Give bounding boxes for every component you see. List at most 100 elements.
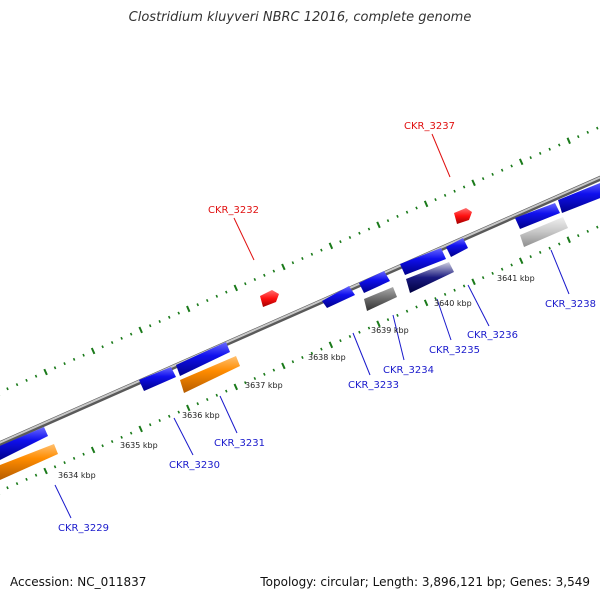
tick-mark bbox=[471, 278, 476, 286]
tick-mark bbox=[376, 320, 381, 328]
tick-mark bbox=[233, 284, 239, 292]
tick-mark bbox=[328, 341, 334, 349]
tick-mark bbox=[120, 435, 123, 439]
tick-mark bbox=[462, 284, 466, 288]
tick-mark bbox=[101, 345, 104, 349]
tick-mark bbox=[415, 305, 418, 309]
tick-mark bbox=[367, 326, 371, 330]
tick-mark bbox=[43, 368, 48, 376]
tick-mark bbox=[596, 126, 599, 130]
tick-mark bbox=[557, 242, 561, 246]
tick-mark bbox=[205, 298, 209, 303]
gene-ckr-3236[interactable] bbox=[446, 238, 468, 257]
tick-mark bbox=[186, 305, 191, 313]
scale-label: 3641 kbp bbox=[497, 274, 535, 283]
tick-mark bbox=[148, 423, 152, 427]
tick-mark bbox=[101, 444, 104, 448]
gene-ckr-3229-blue[interactable] bbox=[0, 427, 48, 460]
tick-mark bbox=[339, 240, 342, 244]
tick-mark bbox=[328, 242, 334, 250]
gene-ckr-3235-blue[interactable] bbox=[400, 248, 446, 275]
tick-mark bbox=[358, 231, 361, 235]
tick-mark bbox=[215, 294, 219, 298]
scale-label: 3637 kbp bbox=[245, 381, 283, 390]
tick-mark bbox=[491, 271, 494, 275]
gene-ckr-3233[interactable] bbox=[322, 286, 355, 308]
tick-mark bbox=[500, 267, 504, 271]
tick-mark bbox=[386, 318, 390, 322]
tick-mark bbox=[110, 341, 114, 345]
tick-mark bbox=[25, 378, 28, 382]
gene-labels: CKR_3229 CKR_3230 CKR_3231 CKR_3233 CKR_… bbox=[58, 121, 596, 534]
tick-mark bbox=[205, 397, 209, 402]
tick-mark bbox=[253, 376, 257, 381]
feature-ckr-3232[interactable] bbox=[260, 290, 279, 307]
tick-mark bbox=[538, 250, 542, 254]
scale-label: 3638 kbp bbox=[308, 353, 346, 362]
tick-mark bbox=[518, 158, 524, 166]
tick-mark bbox=[120, 336, 123, 340]
tick-mark bbox=[453, 288, 456, 292]
tick-mark bbox=[291, 261, 295, 265]
scale-label: 3636 kbp bbox=[182, 411, 220, 420]
tick-mark bbox=[63, 362, 66, 366]
gene-label-ckr-3236[interactable]: CKR_3236 bbox=[467, 330, 518, 341]
leader-lines bbox=[54, 133, 570, 519]
gene-label-ckr-3238[interactable]: CKR_3238 bbox=[545, 299, 596, 310]
tick-mark bbox=[434, 297, 437, 301]
tick-mark bbox=[244, 381, 247, 385]
tick-mark bbox=[90, 446, 96, 454]
tick-mark bbox=[215, 393, 219, 397]
feature-label-ckr-3232[interactable]: CKR_3232 bbox=[208, 205, 259, 216]
gene-ckr-3231-orange[interactable] bbox=[180, 356, 240, 393]
scale-label: 3639 kbp bbox=[371, 326, 409, 335]
gene-label-ckr-3234[interactable]: CKR_3234 bbox=[383, 365, 434, 376]
tick-mark bbox=[348, 235, 352, 239]
tick-mark bbox=[518, 257, 524, 265]
gene-ckr-3230[interactable] bbox=[139, 367, 176, 391]
tick-mark bbox=[244, 282, 247, 286]
gene-ckr-3238-lightgray[interactable] bbox=[520, 217, 568, 247]
tick-mark bbox=[253, 277, 257, 282]
tick-mark bbox=[566, 236, 571, 244]
feature-ckr-3237[interactable] bbox=[454, 208, 472, 224]
tick-mark bbox=[301, 256, 304, 261]
tick-mark bbox=[82, 452, 85, 456]
tick-mark bbox=[272, 269, 276, 273]
tick-mark bbox=[53, 465, 57, 469]
gene-ckr-3234-gray[interactable] bbox=[364, 287, 397, 311]
tick-mark bbox=[320, 347, 323, 351]
gene-label-ckr-3233[interactable]: CKR_3233 bbox=[348, 380, 399, 391]
gene-ckr-3238-blue-a[interactable] bbox=[515, 203, 560, 229]
feature-label-ckr-3237[interactable]: CKR_3237 bbox=[404, 121, 455, 132]
gene-ckr-3234-blue[interactable] bbox=[359, 271, 390, 293]
tick-mark bbox=[348, 334, 352, 338]
gene-features bbox=[0, 181, 600, 480]
tick-mark bbox=[396, 313, 399, 317]
gene-ckr-3231-blue[interactable] bbox=[176, 342, 230, 376]
tick-mark bbox=[25, 477, 28, 481]
tick-mark bbox=[301, 355, 304, 360]
gene-ckr-3238-blue-b[interactable] bbox=[558, 181, 600, 213]
tick-mark bbox=[63, 461, 66, 465]
gene-label-ckr-3231[interactable]: CKR_3231 bbox=[214, 438, 265, 449]
tick-mark bbox=[586, 229, 590, 233]
gene-label-ckr-3229[interactable]: CKR_3229 bbox=[58, 523, 109, 534]
tick-mark bbox=[272, 368, 276, 372]
gene-label-ckr-3230[interactable]: CKR_3230 bbox=[169, 460, 220, 471]
gene-ckr-3229-orange[interactable] bbox=[0, 444, 58, 480]
topology-text: Topology: circular; Length: 3,896,121 bp… bbox=[260, 575, 590, 589]
tick-mark bbox=[481, 276, 485, 280]
tick-mark bbox=[167, 414, 171, 418]
tick-mark bbox=[158, 319, 161, 324]
tick-mark bbox=[510, 164, 513, 168]
tick-mark bbox=[34, 374, 38, 378]
gene-label-ckr-3235[interactable]: CKR_3235 bbox=[429, 345, 480, 356]
gene-ckr-3235-navy[interactable] bbox=[406, 262, 454, 293]
tick-mark bbox=[72, 456, 76, 460]
tick-mark bbox=[196, 402, 200, 406]
tick-mark bbox=[34, 473, 38, 477]
tick-mark bbox=[177, 311, 181, 315]
tick-mark bbox=[233, 383, 239, 391]
